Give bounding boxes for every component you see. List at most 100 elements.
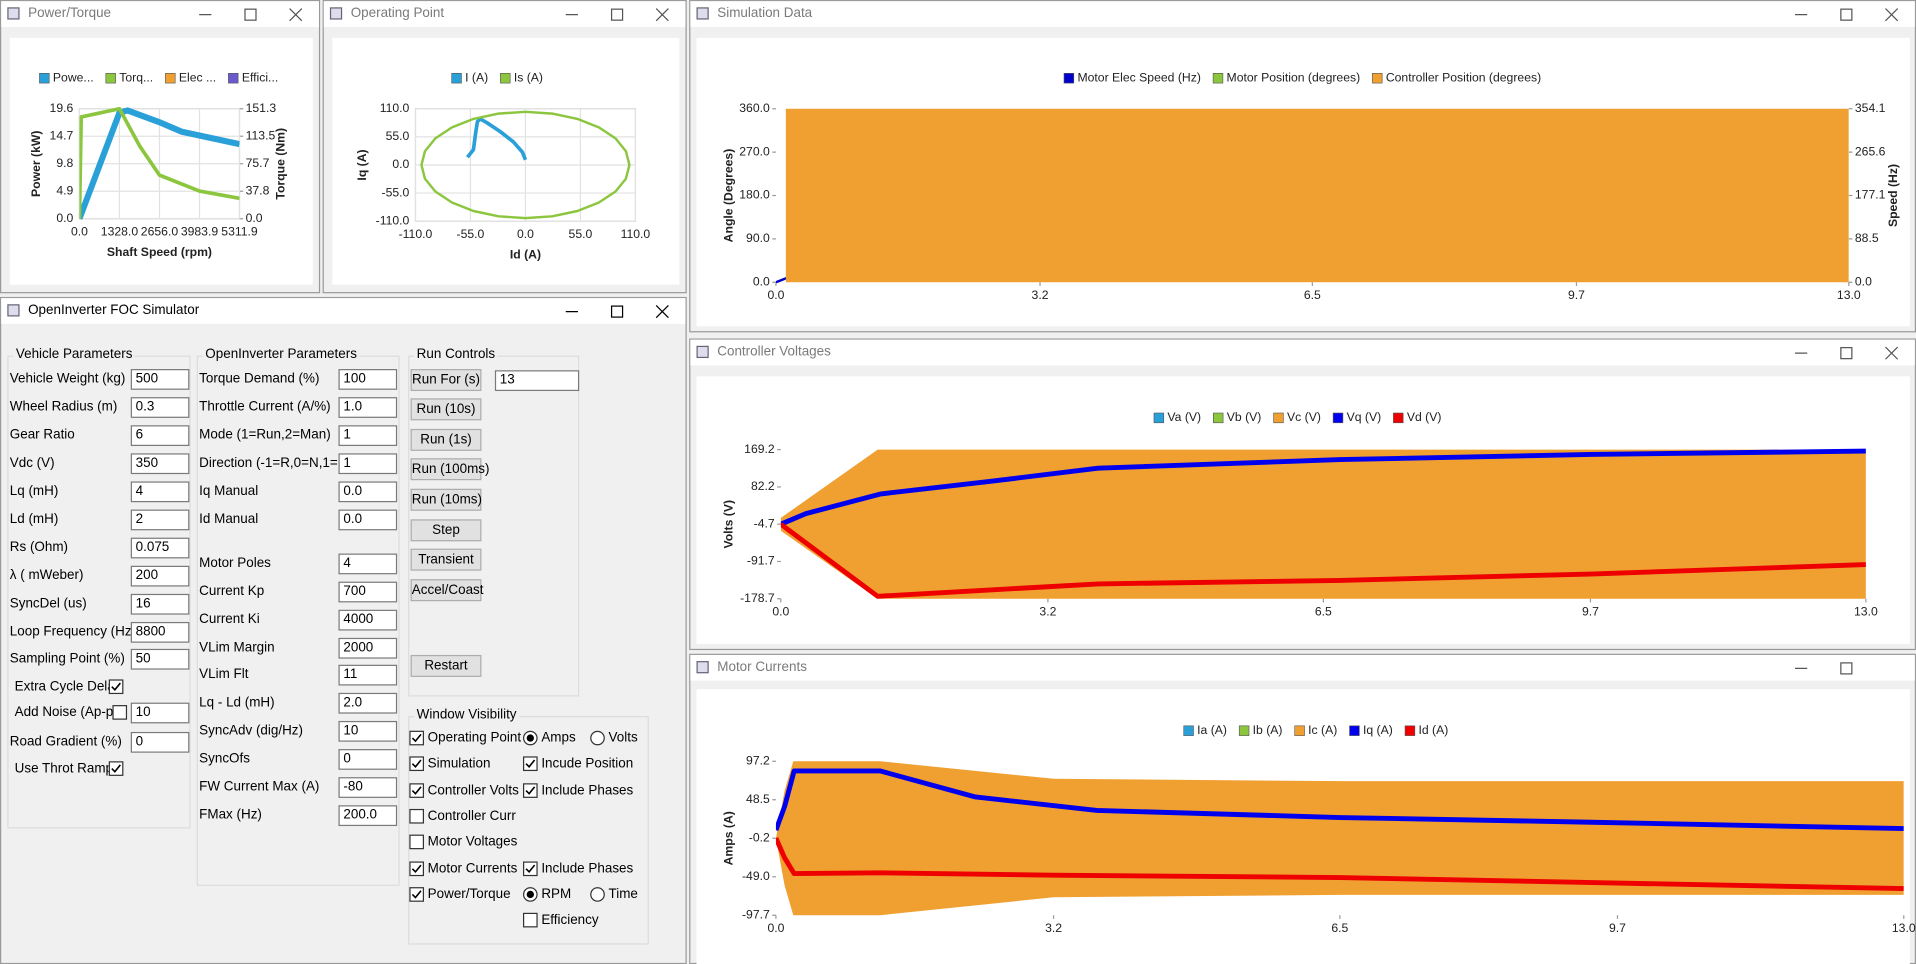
minimize-button[interactable] — [1793, 345, 1810, 362]
text-input[interactable]: 1 — [338, 425, 398, 447]
x-tick-label: 110.0 — [621, 227, 651, 241]
checkbox[interactable] — [409, 730, 425, 746]
button[interactable]: Run (10ms) — [410, 488, 482, 511]
button[interactable]: Run For (s) — [410, 369, 482, 392]
chart: -178.7 -91.7 -4.7 82.2 169.2 0.0 3.2 6.5 9.7 13.0… — [722, 410, 1878, 618]
minimize-button[interactable] — [563, 303, 580, 320]
text-input[interactable]: 0.075 — [130, 537, 190, 559]
maximize-button[interactable] — [609, 6, 626, 23]
checkbox[interactable] — [409, 861, 425, 877]
radio-button[interactable] — [522, 730, 538, 746]
maximize-button[interactable] — [609, 303, 626, 320]
close-button[interactable] — [654, 6, 671, 23]
text-input[interactable]: 700 — [338, 581, 398, 603]
minimize-button[interactable] — [1793, 6, 1810, 23]
signal-band — [775, 761, 1904, 916]
maximize-button[interactable] — [1838, 660, 1855, 677]
field-label: Lq - Ld (mH) — [199, 695, 275, 710]
text-input[interactable]: -80 — [338, 777, 398, 798]
legend-label: Torq... — [119, 70, 153, 84]
window-icon — [696, 661, 709, 674]
text-input[interactable]: 2000 — [338, 637, 398, 659]
minimize-button[interactable] — [1793, 660, 1810, 677]
text-input[interactable]: 2 — [130, 509, 190, 531]
text-input[interactable]: 200 — [130, 565, 190, 587]
maximize-button[interactable] — [1838, 345, 1855, 362]
text-input[interactable]: 2.0 — [338, 692, 398, 714]
y2-tick-label: 88.5 — [1855, 231, 1879, 245]
text-input[interactable]: 0 — [338, 749, 398, 770]
y2-tick-label: 0.0 — [246, 211, 263, 225]
text-input[interactable]: 0.0 — [338, 509, 398, 531]
close-button[interactable] — [654, 303, 671, 320]
text-input[interactable]: 4 — [130, 481, 190, 503]
text-input[interactable]: 200.0 — [338, 805, 398, 827]
text-input[interactable]: 100 — [338, 369, 398, 390]
y-tick-label: -49.0 — [742, 869, 770, 883]
close-button[interactable] — [1883, 345, 1900, 362]
button[interactable]: Restart — [410, 654, 482, 677]
field-label: Motor Voltages — [427, 834, 518, 850]
checkbox[interactable] — [409, 887, 425, 902]
legend-swatch — [1063, 73, 1075, 84]
field-label: VLim Margin — [199, 640, 275, 655]
button[interactable]: Step — [410, 519, 482, 542]
close-button[interactable] — [287, 6, 304, 23]
text-input[interactable]: 8800 — [130, 621, 190, 643]
checkbox[interactable] — [409, 756, 425, 772]
text-input[interactable]: 0 — [130, 731, 190, 753]
legend-swatch — [1212, 73, 1224, 84]
radio-button[interactable] — [590, 887, 605, 902]
checkbox[interactable] — [409, 783, 425, 798]
maximize-button[interactable] — [1838, 6, 1855, 23]
y-tick-label: 180.0 — [739, 188, 770, 202]
radio-button[interactable] — [590, 730, 605, 746]
button[interactable]: Run (1s) — [410, 428, 482, 451]
text-input[interactable]: 4 — [338, 553, 398, 575]
series-line — [780, 522, 1866, 599]
field-label: SyncAdv (dig/Hz) — [199, 723, 304, 739]
series-line — [79, 106, 240, 219]
button[interactable]: Run (100ms) — [410, 458, 489, 481]
text-input[interactable]: 4000 — [338, 609, 398, 631]
text-input[interactable]: 0.3 — [130, 397, 190, 418]
minimize-button[interactable] — [563, 6, 580, 23]
checkbox[interactable] — [112, 705, 128, 720]
window-icon — [696, 345, 709, 359]
text-input[interactable]: 1 — [338, 453, 398, 475]
legend-label: Ic (A) — [1308, 723, 1337, 737]
radio-button[interactable] — [522, 887, 538, 902]
text-input[interactable]: 350 — [130, 453, 190, 475]
minimize-button[interactable] — [197, 6, 214, 23]
text-input[interactable]: 1.0 — [338, 397, 398, 418]
text-input[interactable]: 500 — [130, 369, 190, 390]
checkbox[interactable] — [409, 834, 425, 850]
button[interactable]: Run (10s) — [410, 398, 482, 421]
checkbox[interactable] — [522, 861, 538, 877]
close-button[interactable] — [1883, 6, 1900, 23]
checkbox[interactable] — [522, 912, 538, 928]
check-mark — [525, 786, 536, 795]
checkbox[interactable] — [522, 756, 538, 772]
text-input[interactable]: 50 — [130, 648, 190, 670]
text-input[interactable]: 10 — [130, 702, 190, 724]
chart: -110.0 -55.0 0.0 55.0 110.0 -110.0 -55.0 0.0 55.… — [355, 70, 650, 261]
text-input[interactable]: 6 — [130, 425, 190, 447]
legend: I (A) Is (A) — [451, 70, 543, 84]
checkbox[interactable] — [108, 761, 124, 776]
text-input[interactable]: 16 — [130, 593, 190, 615]
checkbox[interactable] — [522, 783, 538, 798]
button[interactable]: Accel/Coast — [410, 579, 484, 602]
text-input[interactable]: 13 — [494, 370, 580, 392]
text-input[interactable]: 0.0 — [338, 481, 398, 503]
field-label: Wheel Radius (m) — [9, 399, 118, 415]
button[interactable]: Transient — [410, 548, 482, 571]
text-input[interactable]: 11 — [338, 664, 398, 686]
checkbox[interactable] — [108, 679, 124, 695]
field-label: Simulation — [427, 756, 491, 772]
legend-swatch — [165, 73, 176, 84]
maximize-button[interactable] — [242, 6, 259, 23]
field-label: Ld (mH) — [9, 511, 59, 527]
checkbox[interactable] — [409, 808, 425, 824]
text-input[interactable]: 10 — [338, 720, 398, 742]
